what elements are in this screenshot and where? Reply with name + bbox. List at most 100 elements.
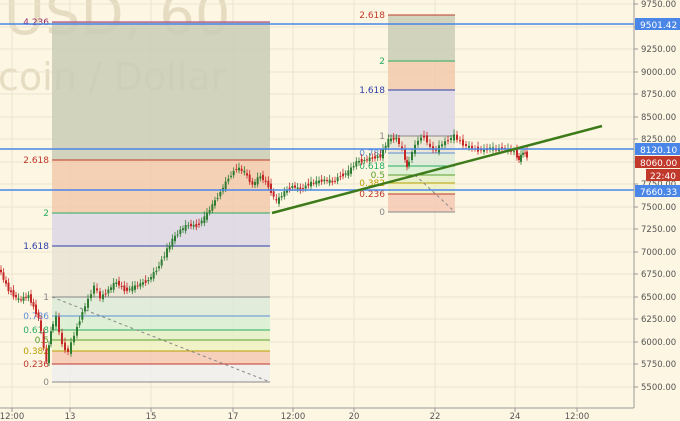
- price-tag-lower-text: 7660.33: [640, 188, 677, 198]
- candle-body: [368, 157, 371, 162]
- candle-body: [17, 298, 20, 300]
- fib-level-label: 0.5: [35, 336, 49, 346]
- fib-level-label: 1: [379, 132, 385, 142]
- candle-body: [134, 285, 136, 290]
- fib-level-label: 4.236: [23, 18, 49, 28]
- candle-body: [513, 151, 515, 153]
- time-tick-label: 12:00: [565, 412, 590, 421]
- candle-body: [444, 141, 446, 146]
- candle-body: [203, 216, 206, 224]
- candle-body: [84, 306, 86, 312]
- candle-body: [318, 180, 320, 184]
- candle-body: [27, 295, 30, 299]
- candlestick-series: [0, 129, 528, 367]
- trendline[interactable]: [271, 124, 603, 215]
- fib-zone: [388, 175, 455, 183]
- countdown-tag-text: 22:40: [650, 172, 676, 182]
- candle-body: [174, 235, 176, 242]
- candle-body: [64, 342, 66, 351]
- candle-body: [208, 210, 211, 213]
- price-tag-lower: 7660.33: [635, 185, 680, 198]
- candle-body: [435, 149, 437, 151]
- fib-level-label: 0.236: [359, 190, 385, 200]
- candle-body: [219, 192, 222, 197]
- candle-body: [296, 187, 299, 190]
- price-tick-label: 8250.00: [641, 135, 676, 145]
- candle-body: [254, 182, 256, 185]
- price-tick-label: 5750.00: [641, 360, 676, 370]
- candle-body: [40, 320, 42, 332]
- candle-body: [120, 285, 123, 287]
- candle-body: [374, 156, 376, 159]
- fib-level-label: 2.618: [359, 11, 385, 21]
- candle-body: [25, 296, 27, 298]
- candle-body: [398, 138, 400, 144]
- candle-body: [280, 196, 283, 198]
- candle-body: [96, 288, 98, 291]
- candle-body: [320, 179, 323, 182]
- candle-body: [465, 144, 467, 146]
- time-axis[interactable]: 12:00 13 15 17 12:00 20 22 24 12:00: [0, 407, 634, 421]
- fib-extension-left[interactable]: 4.2362.61821.61810.7860.6180.50.3820.236…: [23, 18, 271, 388]
- price-tick-label: 5500.00: [641, 383, 676, 393]
- price-tag-upper: 9501.42: [635, 18, 680, 31]
- candle-body: [198, 223, 200, 225]
- candle-body: [214, 200, 216, 206]
- candle-body: [526, 151, 528, 158]
- fib-level-label: 1.618: [359, 86, 385, 96]
- candle-body: [355, 161, 358, 167]
- price-tick-label: 7250.00: [641, 225, 676, 235]
- fib-zone: [52, 22, 270, 160]
- candle-body: [128, 288, 131, 290]
- candle-body: [307, 183, 310, 186]
- candle-body: [520, 154, 522, 162]
- candle-body: [78, 321, 81, 325]
- candle-body: [142, 282, 144, 285]
- price-tick-label: 6500.00: [641, 293, 676, 303]
- candle-body: [230, 175, 232, 177]
- candle-body: [411, 152, 413, 160]
- candle-body: [406, 160, 408, 168]
- countdown-tag: 22:40: [646, 169, 680, 182]
- price-tick-label: 8750.00: [641, 90, 676, 100]
- candle-body: [139, 283, 142, 287]
- candle-body: [70, 342, 72, 354]
- candle-body: [184, 225, 187, 231]
- price-tick-label: 6250.00: [641, 315, 676, 325]
- candle-body: [453, 134, 455, 141]
- fib-level-label: 1.618: [23, 242, 49, 252]
- time-tick-label: 13: [65, 412, 76, 421]
- candle-body: [61, 332, 63, 345]
- candle-body: [131, 286, 134, 292]
- fib-zone: [52, 330, 270, 340]
- candle-body: [58, 316, 60, 333]
- fib-zone: [388, 166, 455, 175]
- candle-body: [339, 176, 342, 178]
- candle-body: [104, 293, 107, 295]
- candle-body: [441, 144, 443, 147]
- candle-body: [192, 224, 195, 227]
- candle-body: [366, 159, 368, 161]
- candle-body: [447, 140, 449, 142]
- price-axis[interactable]: 9750.009500.009250.009000.008750.008500.…: [633, 0, 680, 408]
- price-tag-mid: 8120.10: [635, 143, 680, 156]
- candle-body: [45, 349, 48, 361]
- candle-body: [152, 272, 155, 279]
- fib-level-label: 1: [43, 293, 49, 303]
- candle-body: [87, 298, 89, 308]
- fib-zone: [388, 15, 455, 61]
- candle-body: [392, 137, 395, 140]
- candle-body: [387, 138, 390, 148]
- candle-body: [390, 138, 392, 142]
- candle-body: [331, 180, 334, 183]
- candle-body: [10, 290, 12, 293]
- candle-body: [243, 170, 246, 173]
- candle-body: [328, 179, 331, 184]
- fib-level-label: 0.236: [23, 360, 49, 370]
- candle-body: [240, 168, 243, 172]
- fib-zone: [388, 153, 455, 166]
- candle-body: [81, 312, 84, 320]
- fib-level-label: 0: [43, 378, 49, 388]
- candle-body: [50, 331, 52, 345]
